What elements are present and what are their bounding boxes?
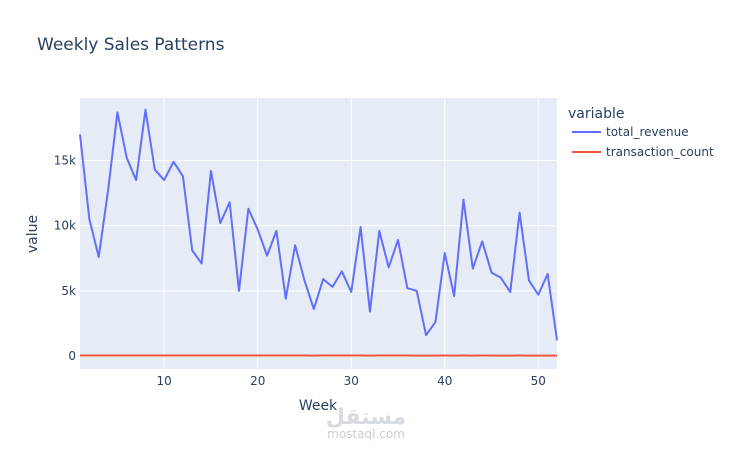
series-lines [79, 108, 558, 357]
y-tick-label: 5k [61, 284, 76, 298]
legend-item-transaction-count[interactable]: transaction_count [572, 145, 714, 159]
legend-label: total_revenue [606, 125, 689, 139]
legend: variable total_revenue transaction_count [568, 106, 714, 159]
chart-title: Weekly Sales Patterns [37, 35, 225, 55]
y-axis-title: value [25, 215, 41, 253]
plot-area [80, 98, 557, 369]
watermark-arabic: مستقل [326, 405, 406, 430]
legend-item-total-revenue[interactable]: total_revenue [572, 125, 689, 139]
x-axis-title: Week [299, 398, 338, 414]
y-tick-label: 10k [54, 219, 76, 233]
x-tick-label: 40 [437, 374, 452, 388]
x-tick-label: 20 [250, 374, 265, 388]
x-tick-label: 10 [157, 374, 172, 388]
legend-title: variable [568, 106, 624, 122]
legend-label: transaction_count [606, 145, 714, 159]
axis-ticks: 10 20 30 40 50 0 5k 10k 15k [54, 154, 546, 388]
x-tick-label: 30 [344, 374, 359, 388]
watermark: مستقل mostaql.com [326, 405, 406, 441]
x-tick-label: 50 [531, 374, 546, 388]
y-tick-label: 0 [68, 349, 76, 363]
series-line-total-revenue[interactable] [79, 108, 558, 341]
y-tick-label: 15k [54, 154, 76, 168]
watermark-latin: mostaql.com [327, 427, 405, 441]
